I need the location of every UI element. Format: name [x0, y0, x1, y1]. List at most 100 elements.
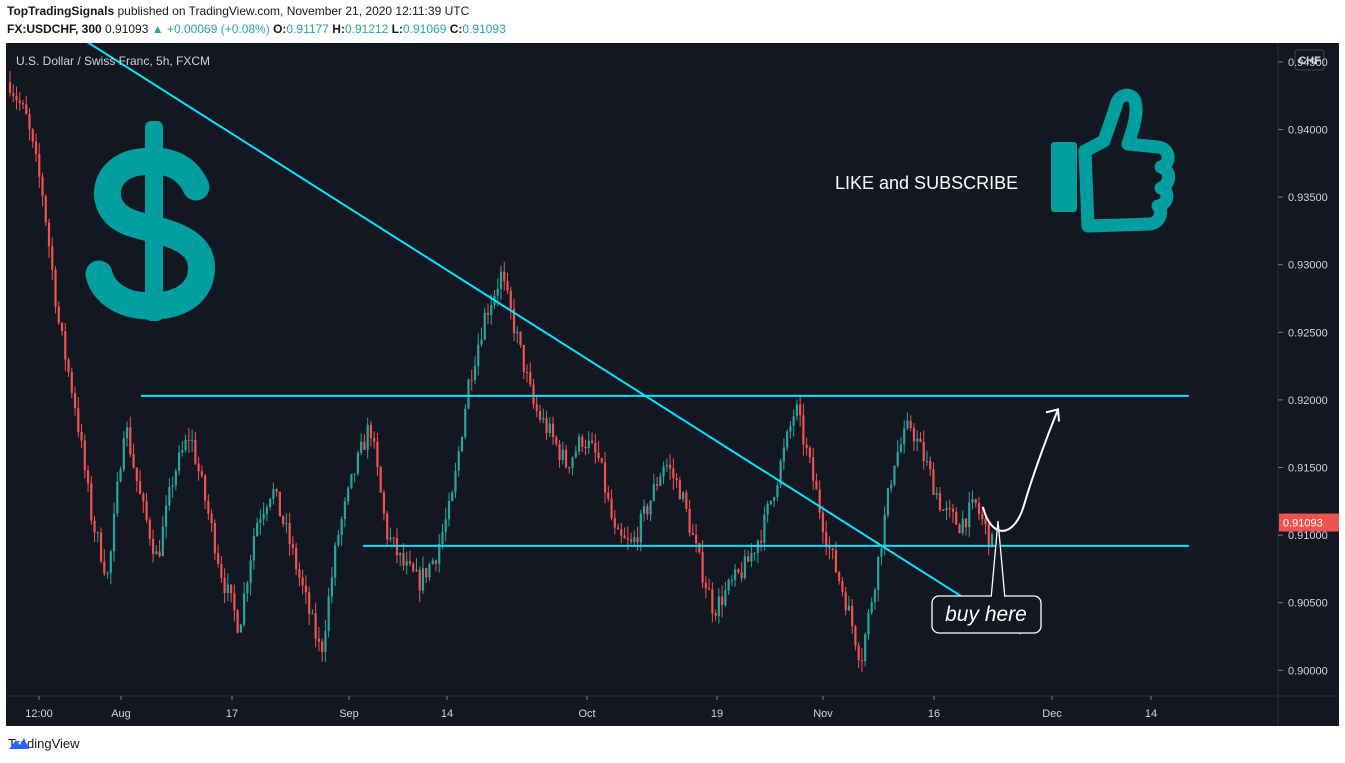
- candle-body: [194, 439, 197, 464]
- candle-body: [919, 438, 922, 443]
- candle-body: [64, 331, 67, 360]
- candle-body: [90, 483, 93, 521]
- candle-body: [464, 408, 467, 438]
- candle-body: [727, 580, 730, 591]
- candle-body: [171, 485, 174, 488]
- tradingview-logo-icon[interactable]: [8, 736, 30, 750]
- candle-body: [460, 437, 464, 452]
- candle-body: [15, 95, 18, 101]
- callout-box[interactable]: [931, 595, 1042, 634]
- price-chart[interactable]: buy here LIKE and SUBSCRIBE U.S. Dollar …: [6, 43, 1339, 726]
- candle-body: [903, 428, 906, 445]
- candle-body: [431, 560, 434, 565]
- candle-body: [714, 613, 717, 616]
- candle-body: [668, 464, 672, 469]
- candle-body: [252, 536, 255, 561]
- currency-badge[interactable]: [1294, 49, 1325, 71]
- candle-body: [106, 573, 109, 575]
- candle-body: [308, 592, 311, 614]
- candle-body: [454, 470, 457, 493]
- candle-body: [41, 176, 44, 197]
- candle-body: [480, 339, 483, 345]
- candle-body: [246, 583, 249, 594]
- price-axis[interactable]: 0.94500 0.94000 0.93500 0.93000 0.92500 0.920…: [1278, 57, 1328, 677]
- candle-body: [532, 384, 535, 405]
- candle-body: [269, 498, 272, 508]
- last-price: 0.91093: [105, 22, 149, 36]
- price-tick-label: 0.91500: [1288, 463, 1328, 475]
- candle-body: [103, 561, 106, 574]
- candle-body: [655, 484, 659, 486]
- candle-body: [779, 461, 782, 485]
- candle-body: [161, 526, 164, 557]
- candle-body: [776, 484, 779, 498]
- price-change: ▲ +0.00069 (+0.08%): [151, 22, 270, 36]
- candle-body: [945, 507, 948, 511]
- candle-body: [626, 538, 629, 540]
- projection-arrow[interactable]: [982, 409, 1059, 532]
- close-value: 0.91093: [462, 22, 506, 36]
- candle-body: [399, 553, 402, 556]
- candle-body: [981, 513, 984, 520]
- candle-body: [698, 543, 701, 553]
- time-axis[interactable]: 12:00 Aug 17 Sep 14 Oct 19 Nov 16 Dec 14: [25, 696, 1157, 720]
- author-name[interactable]: TopTradingSignals: [7, 4, 115, 18]
- candle-body: [70, 371, 73, 394]
- candle-body: [590, 440, 594, 443]
- chart-area[interactable]: buy here LIKE and SUBSCRIBE U.S. Dollar …: [6, 43, 1339, 726]
- candle-body: [38, 154, 41, 177]
- buy-here-label: buy here: [945, 603, 1027, 626]
- candle-body: [825, 532, 828, 548]
- trend-line[interactable]: [85, 43, 1022, 635]
- candle-body: [220, 564, 223, 578]
- candle-body: [558, 443, 561, 460]
- candle-body: [73, 393, 77, 409]
- candle-body: [734, 569, 737, 580]
- candle-body: [467, 379, 470, 409]
- candle-body: [327, 596, 330, 632]
- candle-body: [197, 463, 200, 472]
- candle-body: [60, 322, 64, 332]
- candle-body: [633, 537, 636, 542]
- candle-body: [629, 539, 633, 542]
- candle-body: [760, 540, 763, 543]
- high-label: H:: [332, 22, 345, 36]
- time-tick-label: 14: [1145, 708, 1157, 720]
- candle-body: [230, 584, 233, 594]
- candle-body: [207, 500, 210, 514]
- candle-body: [958, 524, 961, 534]
- candle-body: [233, 593, 236, 611]
- candle-body: [893, 465, 896, 485]
- candle-body: [86, 470, 90, 484]
- candle-body: [142, 494, 145, 502]
- candle-body: [347, 487, 350, 502]
- candle-body: [109, 551, 112, 574]
- candle-body: [12, 93, 15, 96]
- candle-body: [847, 605, 851, 611]
- candle-body: [948, 507, 951, 509]
- candle-body: [951, 508, 955, 512]
- candle-body: [34, 141, 38, 155]
- candle-body: [132, 454, 135, 468]
- candle-body: [457, 451, 460, 471]
- candle-body: [571, 457, 574, 468]
- candle-body: [444, 519, 447, 533]
- candle-body: [649, 500, 652, 515]
- candle-body: [929, 460, 932, 470]
- candle-body: [665, 464, 668, 467]
- price-tick-label: 0.92000: [1288, 395, 1328, 407]
- candle-body: [753, 552, 756, 554]
- candle-body: [25, 104, 28, 114]
- price-tick-label: 0.90000: [1288, 665, 1328, 677]
- candle-body: [418, 569, 421, 591]
- candle-body: [291, 544, 294, 548]
- low-label: L:: [391, 22, 403, 36]
- candle-body: [295, 547, 298, 570]
- candle-body: [499, 271, 503, 289]
- candle-body: [301, 577, 304, 586]
- candle-body: [555, 437, 558, 444]
- time-tick-label: 16: [928, 708, 940, 720]
- candle-body: [373, 438, 376, 442]
- candle-body: [802, 415, 805, 445]
- candle-body: [119, 469, 122, 482]
